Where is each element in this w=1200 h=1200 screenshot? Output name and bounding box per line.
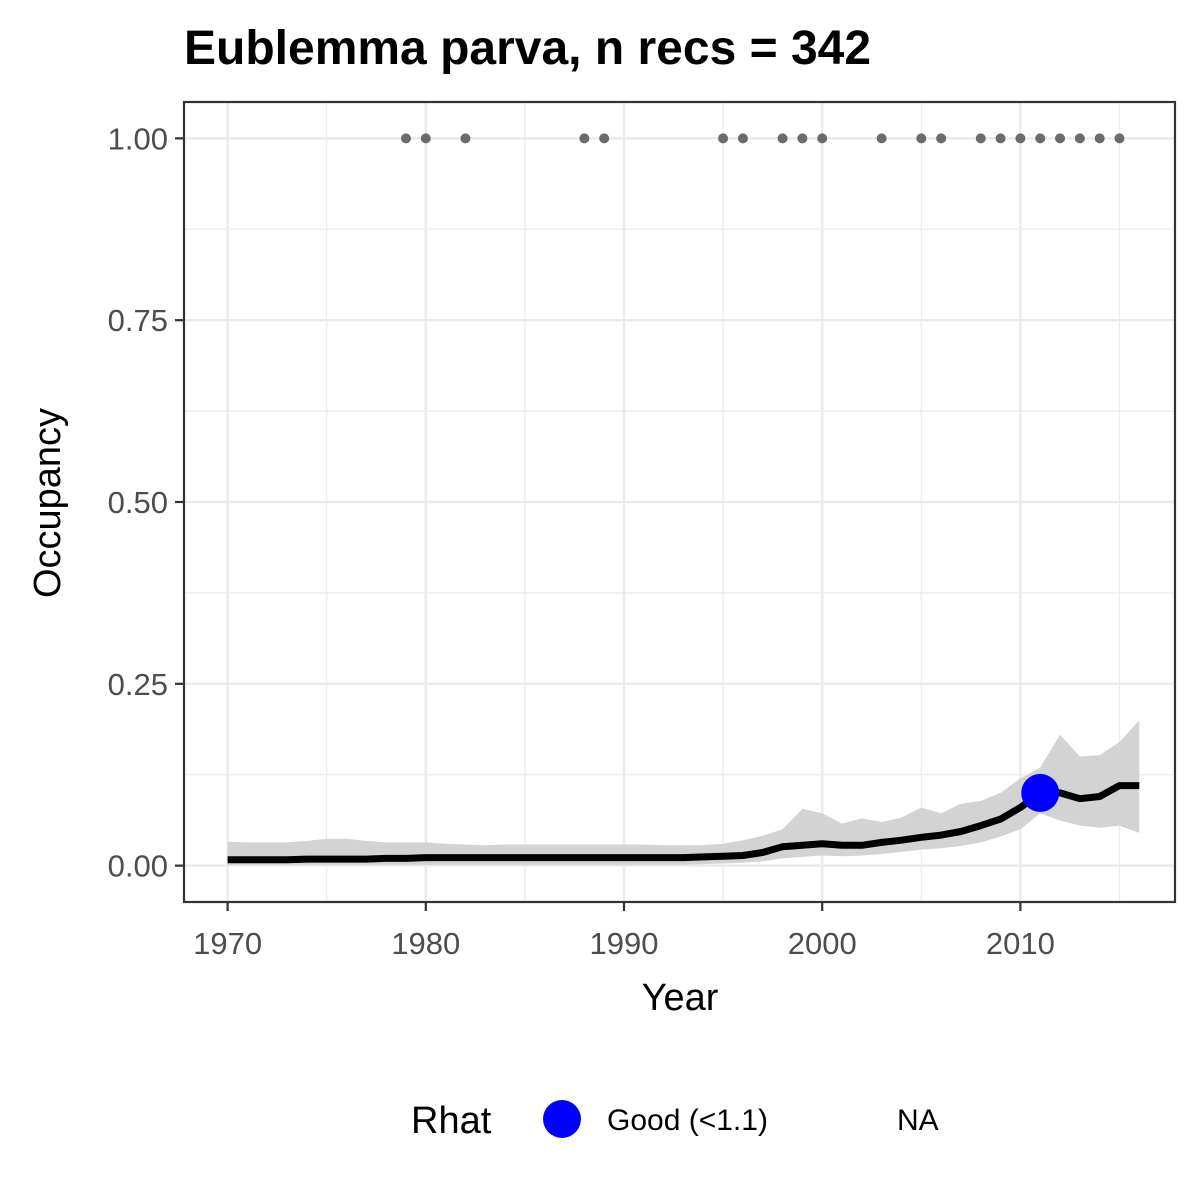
legend: Rhat Good (<1.1) NA	[411, 1100, 939, 1142]
record-points	[400, 133, 1125, 144]
chart-title: Eublemma parva, n recs = 342	[184, 22, 871, 75]
occupancy-trend-line	[227, 782, 1140, 864]
record-point	[1035, 133, 1046, 144]
y-tick-label: 1.00	[108, 121, 168, 156]
x-tick-label: 1990	[590, 926, 659, 961]
confidence-ribbon	[227, 720, 1140, 865]
legend-na-label: NA	[897, 1104, 939, 1137]
record-point	[797, 133, 808, 144]
record-point	[876, 133, 887, 144]
rhat-points	[1021, 773, 1060, 812]
y-tick-label: 0.25	[108, 667, 168, 702]
y-axis: 0.00 0.25 0.50 0.75 1.00	[108, 121, 184, 884]
y-tick-label: 0.50	[108, 485, 168, 520]
record-point	[579, 133, 590, 144]
x-tick-label: 2010	[986, 926, 1055, 961]
record-point	[400, 133, 411, 144]
record-point	[1074, 133, 1085, 144]
record-point	[817, 133, 828, 144]
record-point	[599, 133, 610, 144]
record-point	[1015, 133, 1026, 144]
record-point	[777, 133, 788, 144]
record-point	[737, 133, 748, 144]
major-gridlines	[184, 102, 1175, 902]
record-point	[460, 133, 471, 144]
y-tick-label: 0.75	[108, 303, 168, 338]
record-point	[936, 133, 947, 144]
record-point	[1094, 133, 1105, 144]
record-point	[995, 133, 1006, 144]
y-tick-label: 0.00	[108, 849, 168, 884]
x-tick-label: 1970	[193, 926, 262, 961]
record-point	[420, 133, 431, 144]
record-point	[718, 133, 729, 144]
plot-panel	[182, 100, 1177, 904]
legend-good-marker	[543, 1100, 581, 1138]
x-tick-label: 1980	[391, 926, 460, 961]
x-tick-label: 2000	[788, 926, 857, 961]
record-point	[1114, 133, 1125, 144]
record-point	[1055, 133, 1066, 144]
record-point	[975, 133, 986, 144]
legend-title: Rhat	[411, 1100, 492, 1142]
x-axis-title: Year	[642, 977, 719, 1019]
y-axis-title: Occupancy	[27, 408, 69, 598]
legend-good-label: Good (<1.1)	[607, 1104, 768, 1137]
rhat-point	[1021, 773, 1060, 812]
x-axis: 1970 1980 1990 2000 2010	[193, 902, 1055, 961]
minor-gridlines	[184, 102, 1175, 902]
record-point	[916, 133, 927, 144]
